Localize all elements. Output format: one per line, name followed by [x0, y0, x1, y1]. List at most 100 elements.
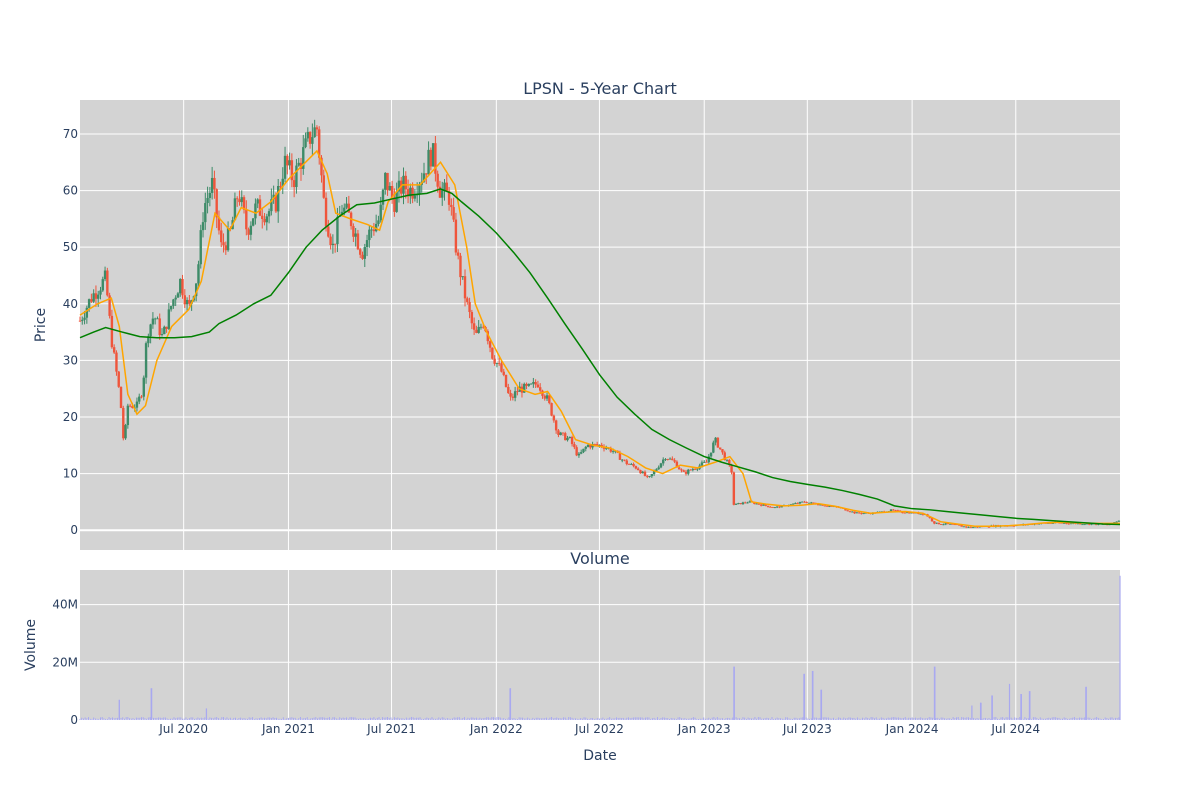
volume-bar	[928, 717, 930, 720]
volume-bar	[985, 717, 987, 720]
candle-body	[807, 502, 811, 504]
volume-bar	[815, 717, 817, 720]
candle-body	[773, 507, 777, 509]
volume-bar	[691, 717, 693, 720]
volume-bar	[294, 717, 296, 720]
candle-body	[254, 203, 257, 219]
volume-bar	[1070, 718, 1072, 720]
volume-bar	[638, 717, 640, 720]
volume-bar	[440, 718, 442, 720]
price-y-axis-title: Price	[33, 308, 49, 342]
volume-bar	[727, 717, 729, 720]
volume-bar	[434, 718, 436, 720]
volume-bar	[474, 718, 476, 720]
volume-bar	[880, 717, 882, 720]
volume-bar	[1091, 718, 1093, 720]
candle-body	[819, 504, 822, 506]
candle-body	[559, 432, 562, 435]
volume-bar	[650, 718, 652, 720]
volume-bar	[223, 717, 225, 720]
candle-body	[160, 334, 164, 336]
price-y-tick-label: 10	[63, 467, 78, 481]
candle-body	[618, 452, 622, 460]
volume-bar	[720, 718, 722, 720]
volume-bar	[534, 718, 536, 720]
candle-body	[103, 270, 107, 280]
volume-bar	[373, 717, 375, 720]
volume-bar	[246, 718, 248, 720]
candle-body	[263, 218, 266, 223]
volume-bar	[346, 717, 348, 720]
volume-bar	[578, 718, 580, 720]
volume-bar	[81, 717, 83, 720]
volume-bar	[715, 718, 717, 720]
volume-bar	[563, 717, 565, 720]
volume-bar	[248, 717, 250, 720]
candle-body	[951, 523, 954, 525]
volume-bar	[1046, 718, 1048, 720]
volume-bar	[113, 718, 115, 720]
candle-body	[292, 180, 296, 188]
candle-body	[475, 329, 478, 333]
volume-bar	[433, 718, 435, 720]
candle-body	[324, 197, 328, 227]
volume-bar	[340, 718, 342, 720]
x-tick-label: Jul 2023	[782, 722, 832, 736]
volume-bar	[819, 717, 821, 720]
volume-bar	[125, 717, 127, 720]
volume-bar	[629, 718, 631, 720]
volume-bar	[477, 718, 479, 720]
volume-bar	[646, 717, 648, 720]
volume-bar	[595, 718, 597, 720]
volume-bar	[149, 717, 151, 720]
volume-bar	[701, 718, 703, 720]
candle-body	[593, 444, 597, 445]
candle-body	[188, 299, 191, 304]
candle-body	[119, 386, 123, 408]
volume-bar	[732, 717, 734, 720]
candle-body	[504, 374, 508, 387]
volume-bar	[339, 717, 341, 720]
volume-bar	[344, 718, 346, 720]
volume-bar	[1073, 717, 1075, 720]
volume-bar	[872, 717, 874, 720]
volume-bar	[612, 718, 614, 720]
volume-bar	[407, 718, 409, 720]
volume-bar	[453, 717, 455, 720]
volume-bar	[1065, 717, 1067, 720]
volume-bar	[853, 717, 855, 720]
candle-body	[315, 127, 319, 130]
volume-bar	[363, 718, 365, 720]
candle-body	[1058, 522, 1061, 524]
volume-bar	[323, 717, 325, 720]
volume-bar	[238, 717, 240, 720]
volume-bar	[322, 717, 324, 720]
volume-bar	[967, 717, 969, 720]
volume-bar	[624, 718, 626, 720]
volume-bar	[713, 716, 715, 720]
volume-bar	[728, 718, 730, 720]
candle-body	[279, 186, 282, 187]
volume-bar	[800, 717, 802, 720]
candle-body	[210, 177, 214, 193]
volume-bar	[827, 717, 829, 720]
candle-body	[908, 512, 911, 514]
candle-body	[138, 396, 141, 402]
volume-bar	[583, 717, 585, 720]
candle-body	[477, 326, 480, 333]
volume-spike-bar	[811, 670, 814, 720]
candle-body	[853, 511, 856, 514]
candle-body	[302, 147, 305, 169]
volume-bar	[942, 717, 944, 720]
volume-bar	[817, 718, 819, 720]
candle-body	[502, 371, 505, 375]
volume-bar	[1012, 718, 1014, 720]
candle-body	[429, 149, 433, 167]
candle-body	[1117, 520, 1121, 522]
volume-bar	[481, 718, 483, 720]
candle-body	[463, 276, 467, 299]
volume-bar	[460, 718, 462, 720]
candle-body	[655, 469, 658, 471]
volume-bar	[689, 718, 691, 720]
